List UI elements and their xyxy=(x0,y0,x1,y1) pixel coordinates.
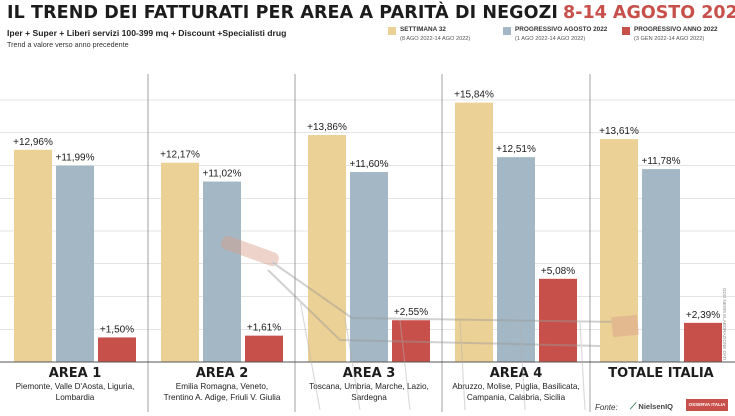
bar-3 xyxy=(539,278,577,362)
category-label: AREA 4 xyxy=(490,366,543,381)
category-label: AREA 2 xyxy=(196,366,249,381)
data-label: +12,51% xyxy=(496,144,536,155)
data-label: +2,39% xyxy=(686,310,720,321)
chart-title: IL TREND DEI FATTURATI PER AREA A PARITÀ… xyxy=(7,3,559,23)
bar-3 xyxy=(98,337,136,362)
data-label: +13,61% xyxy=(599,126,639,137)
category-detail: Sardegna xyxy=(351,393,387,402)
source-label: Fonte: xyxy=(595,403,618,412)
category-detail: Campania, Calabria, Sicilia xyxy=(467,393,566,402)
legend-label: PROGRESSIVO AGOSTO 2022 xyxy=(515,26,608,33)
cart-part xyxy=(299,299,586,411)
chart-subtitle: Iper + Super + Liberi servizi 100-399 mq… xyxy=(7,28,287,38)
bar-2 xyxy=(497,157,535,362)
legend-detail: (3 GEN 2022-14 AGO 2022) xyxy=(634,36,705,42)
credit-text: GDO NEWS ELABORAZIONE DATI xyxy=(722,288,727,361)
legend-label: PROGRESSIVO ANNO 2022 xyxy=(634,26,718,33)
category-detail: Piemonte, Valle D'Aosta, Liguria, xyxy=(16,382,135,391)
data-label: +1,61% xyxy=(247,323,281,334)
bar-1 xyxy=(161,162,199,362)
legend-detail: (8 AGO 2022-14 AGO 2022) xyxy=(400,36,471,42)
data-label: +11,02% xyxy=(202,169,241,180)
bar-2 xyxy=(56,165,94,362)
bar-3 xyxy=(245,335,283,362)
data-label: +5,08% xyxy=(541,266,575,277)
chart-title-block: IL TREND DEI FATTURATI PER AREA A PARITÀ… xyxy=(7,3,735,23)
category-detail: Toscana, Umbria, Marche, Lazio, xyxy=(309,382,429,391)
data-label: +11,60% xyxy=(349,159,388,170)
legend-label: SETTIMANA 32 xyxy=(400,26,446,33)
data-label: +1,50% xyxy=(100,324,134,335)
bar-3 xyxy=(684,322,722,362)
nielseniq-mark-icon: ⟋ xyxy=(630,401,637,411)
bar-1 xyxy=(14,149,52,362)
legend-detail: (1 AGO 2022-14 AGO 2022) xyxy=(515,36,586,42)
category-label: AREA 1 xyxy=(49,366,102,381)
data-label: +11,78% xyxy=(641,156,680,167)
bar-2 xyxy=(350,172,388,362)
bar-1 xyxy=(455,102,493,363)
nielseniq-logo-text: NielsenIQ xyxy=(638,402,674,411)
shopping-cart-watermark-icon xyxy=(221,235,639,411)
legend-swatch xyxy=(622,27,630,35)
category-detail: Trentino A. Adige, Friuli V. Giulia xyxy=(164,393,281,402)
data-label: +13,86% xyxy=(307,122,347,133)
data-label: +12,96% xyxy=(13,137,53,148)
bar-3 xyxy=(392,320,430,362)
cart-part xyxy=(611,314,639,338)
data-label: +2,55% xyxy=(394,307,428,318)
nielseniq-logo: ⟋ NielsenIQ xyxy=(630,401,673,412)
data-label: +12,17% xyxy=(160,150,200,161)
category-label: TOTALE ITALIA xyxy=(608,366,713,381)
category-label: AREA 3 xyxy=(343,366,396,381)
cart-part xyxy=(221,235,279,267)
chart-note: Trend a valore verso anno precedente xyxy=(7,40,129,49)
cart-part xyxy=(267,269,601,347)
chart-title-date: 8-14 AGOSTO 2022 xyxy=(563,3,735,23)
data-label: +15,84% xyxy=(454,90,494,101)
category-detail: Lombardia xyxy=(56,393,95,402)
category-detail: Abruzzo, Molise, Puglia, Basilicata, xyxy=(452,382,579,391)
legend-swatch xyxy=(388,27,396,35)
cart-part xyxy=(271,261,621,323)
legend-swatch xyxy=(503,27,511,35)
osserva-italia-logo: OSSERVA ITALIA xyxy=(686,399,728,411)
category-detail: Emilia Romagna, Veneto, xyxy=(176,382,268,391)
bar-1 xyxy=(308,135,346,362)
bar-1 xyxy=(600,139,638,362)
bar-2 xyxy=(642,169,680,362)
data-label: +11,99% xyxy=(55,153,94,164)
bar-2 xyxy=(203,181,241,362)
